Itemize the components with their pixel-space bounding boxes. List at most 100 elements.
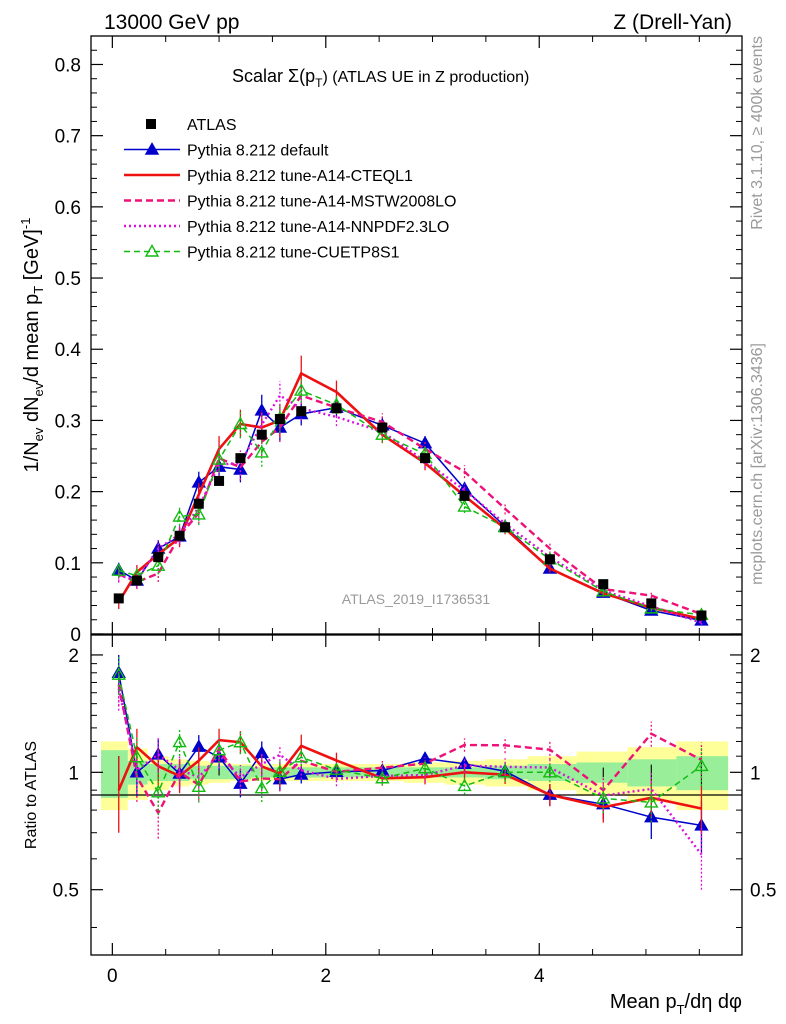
ratio-point-cuetp8s1 — [694, 758, 709, 772]
data-point — [113, 593, 124, 604]
series-line-cuetp8s1 — [118, 389, 702, 616]
point-cuetp8s1 — [172, 509, 187, 522]
series-cteql1 — [117, 355, 703, 622]
y-tick-label: 0.4 — [55, 340, 82, 361]
data-point — [331, 403, 342, 414]
ratio-series-cuetp8s1 — [111, 656, 709, 823]
point-cuetp8s1 — [211, 452, 227, 465]
y-tick-label: 0.7 — [55, 127, 81, 148]
legend-label-default: Pythia 8.212 default — [187, 143, 329, 160]
point-cuetp8s1 — [151, 558, 166, 571]
ratio-point-cuetp8s1 — [644, 794, 659, 808]
ratio-point-cuetp8s1 — [417, 760, 433, 774]
data-point — [544, 554, 555, 565]
x-tick-label: 2 — [320, 966, 331, 987]
ratio-point-cuetp8s1 — [457, 778, 472, 792]
title-end: ) (ATLAS UE in Z production) — [323, 69, 530, 86]
rivet-label: Rivet 3.1.10, ≥ 400k events — [749, 36, 766, 230]
ratio-band-inner — [251, 767, 271, 778]
ratio-point-cuetp8s1 — [596, 791, 611, 804]
title-main: Scalar Σ(p — [232, 66, 315, 86]
data-point — [153, 552, 164, 563]
data-point — [696, 610, 707, 621]
header-right: Z (Drell-Yan) — [613, 11, 732, 34]
point-cuetp8s1 — [191, 506, 206, 520]
legend-item-cteql1: Pythia 8.212 tune-A14-CTEQL1 — [124, 168, 413, 185]
legend-label-cteql1: Pythia 8.212 tune-A14-CTEQL1 — [187, 168, 413, 185]
ratio-band-inner — [576, 762, 628, 783]
xlabel-part-3: /dη dφ — [685, 991, 742, 1013]
point-cuetp8s1 — [596, 583, 611, 597]
data-point — [214, 475, 225, 486]
ratio-y-tick-label: 1 — [68, 763, 79, 784]
header-left: 13000 GeV pp — [104, 11, 239, 34]
y-tick-label: 0 — [70, 625, 81, 646]
y-tick-label: 0.6 — [55, 198, 81, 219]
series-line-nnpdf — [118, 393, 702, 624]
main-panel: 0 0.1 0.2 0.3 0.4 0.5 0.6 0.7 0.8 — [55, 35, 743, 646]
main-curves — [111, 355, 709, 626]
ratio-point-cuetp8s1 — [272, 764, 288, 777]
point-cuetp8s1 — [375, 427, 390, 440]
legend-item-data: ATLAS — [146, 117, 237, 134]
data-point — [193, 498, 204, 509]
ylabel-part-6: T — [31, 286, 46, 294]
ratio-y-tick-label: 2 — [68, 646, 79, 667]
ratio-point-cuetp8s1 — [329, 762, 344, 775]
title-subscript: T — [315, 76, 323, 90]
ratio-y-tick-label-right: 0.5 — [750, 881, 776, 902]
series-line-mstw — [118, 394, 702, 616]
x-tick-label: 0 — [107, 966, 118, 987]
ratio-line-default — [117, 672, 702, 827]
data-point — [131, 575, 142, 586]
analysis-watermark: ATLAS_2019_I1736531 — [342, 591, 491, 607]
ylabel-part-5: /d mean p — [21, 294, 43, 383]
y-tick-label: 0.8 — [55, 55, 81, 76]
data-point — [646, 598, 657, 609]
ylabel-part-4: ev — [31, 382, 46, 396]
ratio-point-cuetp8s1 — [254, 780, 269, 794]
series-nnpdf — [118, 381, 703, 625]
data-point — [500, 522, 511, 533]
ylabel-part-1: 1/N — [21, 441, 43, 472]
data-point — [420, 453, 431, 464]
legend-item-mstw: Pythia 8.212 tune-A14-MSTW2008LO — [124, 194, 456, 211]
data-point — [598, 579, 609, 590]
point-cuetp8s1 — [457, 499, 472, 512]
xlabel-part-2: T — [677, 1002, 685, 1017]
legend-data-marker — [146, 119, 156, 129]
ratio-point-cuetp8s1 — [542, 764, 558, 778]
data-points — [113, 403, 707, 621]
ratio-point-cuetp8s1 — [191, 779, 206, 793]
xlabel-part-1: Mean p — [610, 991, 677, 1013]
ratio-y-label: Ratio to ATLAS — [23, 741, 40, 849]
y-tick-label: 0.2 — [55, 483, 81, 504]
x-tick-label: 4 — [534, 966, 545, 987]
data-point — [377, 422, 388, 433]
legend-label-nnpdf: Pythia 8.212 tune-A14-NNPDF2.3LO — [187, 219, 449, 236]
legend-marker-cuetp8s1 — [144, 244, 160, 257]
ratio-y-tick-label: 0.5 — [53, 881, 79, 902]
ratio-point-cuetp8s1 — [211, 742, 227, 756]
ratio-band-inner — [290, 767, 319, 778]
ylabel-part-3: dN — [21, 396, 43, 427]
point-cuetp8s1 — [233, 416, 248, 430]
legend: ATLAS Pythia 8.212 default Pythia 8.212 tu… — [124, 117, 456, 262]
y-tick-label: 0.3 — [55, 411, 81, 432]
legend-label-mstw: Pythia 8.212 tune-A14-MSTW2008LO — [187, 194, 456, 211]
ratio-point-cuetp8s1 — [497, 764, 513, 778]
ratio-point-cuetp8s1 — [172, 734, 187, 748]
legend-item-nnpdf: Pythia 8.212 tune-A14-NNPDF2.3LO — [124, 219, 449, 236]
data-point — [256, 429, 267, 440]
x-axis-label: Mean pT/dη dφ — [610, 991, 742, 1017]
point-cuetp8s1 — [111, 563, 126, 576]
ratio-y-tick-label-right: 1 — [750, 763, 761, 784]
series-mstw — [118, 382, 703, 617]
y-tick-label: 0.1 — [55, 554, 81, 575]
ylabel-part-2: ev — [31, 427, 46, 441]
ratio-curves — [111, 654, 709, 890]
data-point — [174, 530, 185, 541]
legend-item-default: Pythia 8.212 default — [124, 142, 329, 160]
point-cuetp8s1 — [294, 383, 309, 396]
